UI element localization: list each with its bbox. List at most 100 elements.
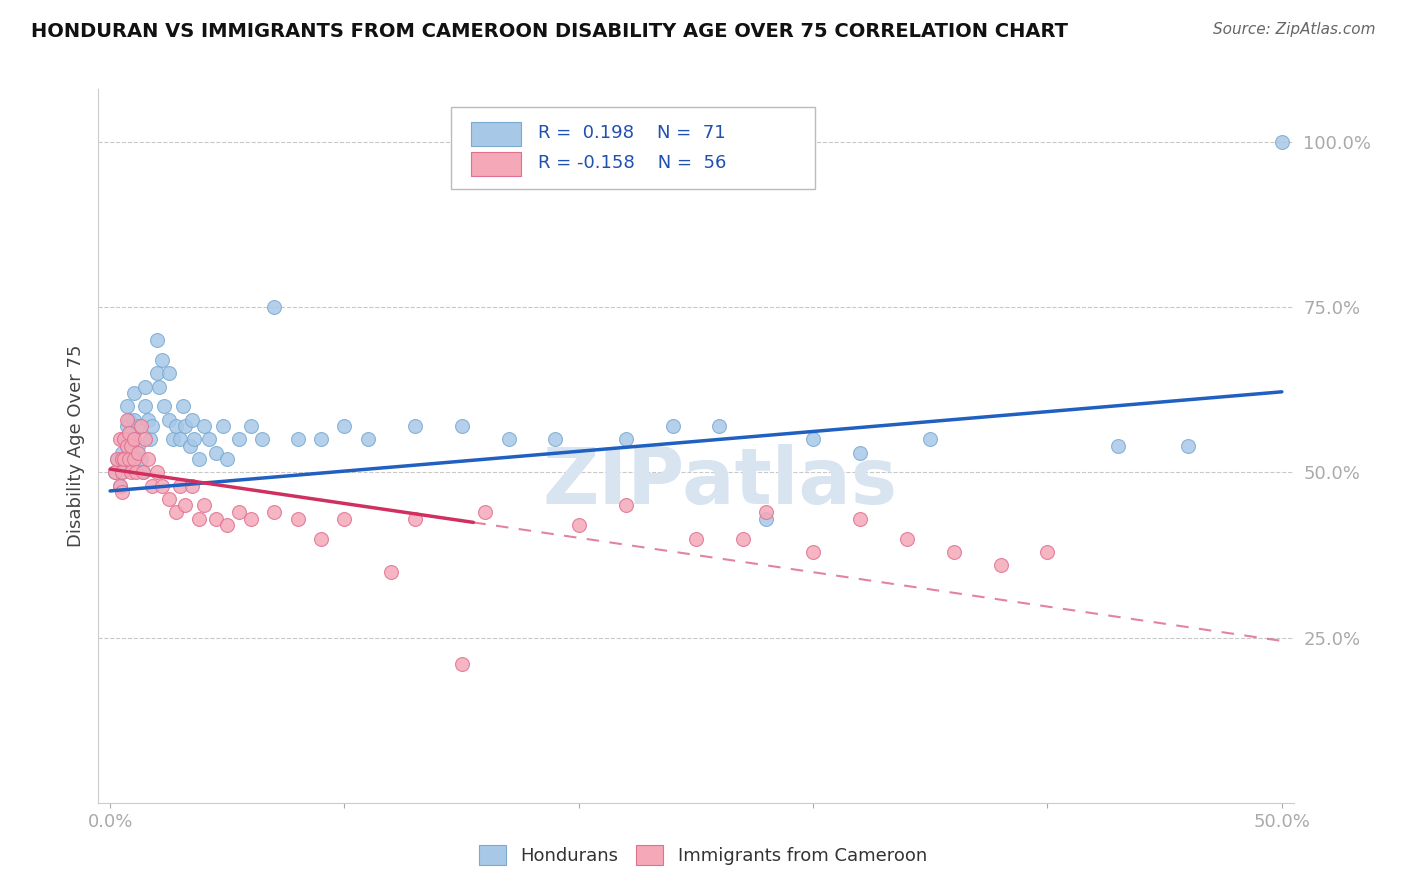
Point (309, 433, 332, 447)
Text: HONDURAN VS IMMIGRANTS FROM CAMEROON DISABILITY AGE OVER 75 CORRELATION CHART: HONDURAN VS IMMIGRANTS FROM CAMEROON DIS… (31, 22, 1069, 41)
Point (141, 419, 163, 434)
Point (127, 439, 149, 453)
Point (474, 505, 496, 519)
Point (709, 419, 731, 434)
Point (127, 445, 149, 459)
Point (115, 400, 138, 414)
Point (169, 478, 191, 492)
Point (333, 419, 356, 434)
Point (801, 433, 824, 447)
Point (193, 499, 215, 513)
Text: R = -0.158    N =  56: R = -0.158 N = 56 (538, 154, 727, 172)
Point (157, 491, 180, 506)
Point (120, 445, 142, 459)
Point (165, 419, 187, 434)
Point (179, 439, 201, 453)
Point (132, 466, 155, 480)
Point (105, 452, 128, 467)
Point (228, 505, 250, 519)
Point (357, 433, 380, 447)
Text: Source: ZipAtlas.com: Source: ZipAtlas.com (1212, 22, 1375, 37)
Point (127, 419, 149, 434)
Point (204, 511, 226, 525)
Point (146, 466, 169, 480)
Point (188, 452, 211, 467)
Point (287, 433, 309, 447)
Point (731, 532, 754, 546)
Point (153, 400, 176, 414)
Point (112, 452, 135, 467)
Point (139, 433, 162, 447)
Point (217, 518, 239, 533)
Point (544, 433, 567, 447)
Point (568, 518, 591, 533)
FancyBboxPatch shape (451, 107, 815, 189)
Point (181, 478, 204, 492)
Point (150, 478, 173, 492)
Point (122, 458, 145, 473)
Point (849, 511, 872, 525)
Point (112, 433, 135, 447)
Point (920, 433, 942, 447)
Point (115, 439, 138, 453)
Point (614, 433, 637, 447)
Point (132, 466, 155, 480)
Point (685, 532, 707, 546)
Point (108, 478, 131, 492)
Point (125, 466, 148, 480)
Point (263, 505, 285, 519)
Point (1177, 439, 1199, 453)
Point (122, 386, 145, 401)
Y-axis label: Disability Age Over 75: Disability Age Over 75 (66, 344, 84, 548)
Point (287, 511, 309, 525)
Point (146, 367, 169, 381)
Point (380, 565, 402, 579)
FancyBboxPatch shape (471, 122, 522, 145)
Point (111, 466, 134, 480)
Point (148, 379, 170, 393)
Point (204, 445, 226, 459)
FancyBboxPatch shape (471, 152, 522, 176)
Point (896, 532, 918, 546)
Point (129, 419, 152, 434)
Point (111, 452, 134, 467)
Text: R =  0.198    N =  71: R = 0.198 N = 71 (538, 125, 725, 143)
Point (755, 505, 778, 519)
Point (115, 412, 138, 426)
Point (111, 485, 134, 500)
Point (172, 400, 194, 414)
Point (104, 466, 127, 480)
Point (134, 433, 156, 447)
Point (252, 433, 274, 447)
Point (146, 333, 169, 347)
Point (118, 425, 141, 440)
Point (120, 439, 142, 453)
Point (801, 545, 824, 559)
Point (183, 433, 205, 447)
Point (309, 532, 332, 546)
Point (112, 433, 135, 447)
Point (118, 433, 141, 447)
Point (404, 419, 426, 434)
Point (333, 511, 356, 525)
Point (174, 419, 197, 434)
Point (150, 353, 173, 368)
Point (181, 412, 204, 426)
Point (188, 511, 211, 525)
Point (755, 511, 778, 525)
Point (1107, 439, 1129, 453)
Point (661, 419, 683, 434)
Point (211, 419, 233, 434)
Point (157, 367, 180, 381)
Point (169, 433, 191, 447)
Text: ZIPatlas: ZIPatlas (543, 443, 897, 520)
Point (239, 511, 262, 525)
Point (136, 452, 159, 467)
Point (108, 478, 131, 492)
Point (112, 452, 135, 467)
Point (122, 452, 145, 467)
Point (115, 439, 138, 453)
Point (450, 419, 472, 434)
Point (228, 433, 250, 447)
Point (129, 452, 152, 467)
